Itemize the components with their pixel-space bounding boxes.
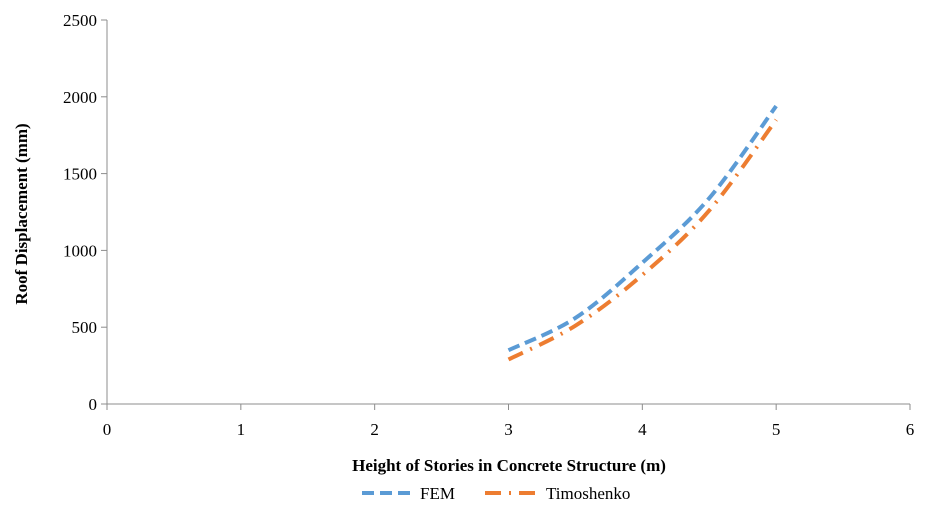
x-axis-title: Height of Stories in Concrete Structure … — [352, 456, 666, 475]
y-axis-title: Roof Displacement (mm) — [12, 123, 31, 304]
y-tick-label: 500 — [72, 318, 98, 337]
y-tick-label: 2000 — [63, 88, 97, 107]
series-line-timoshenko — [507, 118, 778, 362]
legend: FEM Timoshenko — [362, 484, 630, 503]
x-tick-label: 5 — [772, 420, 781, 439]
y-tick-label: 1000 — [63, 241, 97, 260]
y-tick-label: 1500 — [63, 165, 97, 184]
y-tick-label: 0 — [89, 395, 98, 414]
plot-area: 0 500 1000 1500 2000 2500 0 1 2 3 4 5 6 — [63, 11, 914, 439]
x-tick-label: 2 — [370, 420, 379, 439]
x-axis-ticks: 0 1 2 3 4 5 6 — [103, 404, 915, 439]
series-line-fem — [507, 104, 778, 353]
legend-label-fem: FEM — [420, 484, 455, 503]
series-layer — [507, 104, 778, 362]
x-tick-label: 0 — [103, 420, 112, 439]
x-tick-label: 4 — [638, 420, 647, 439]
x-tick-label: 6 — [906, 420, 915, 439]
y-axis-ticks: 0 500 1000 1500 2000 2500 — [63, 11, 107, 414]
x-tick-label: 3 — [504, 420, 513, 439]
x-tick-label: 1 — [237, 420, 246, 439]
legend-label-timoshenko: Timoshenko — [546, 484, 630, 503]
y-tick-label: 2500 — [63, 11, 97, 30]
